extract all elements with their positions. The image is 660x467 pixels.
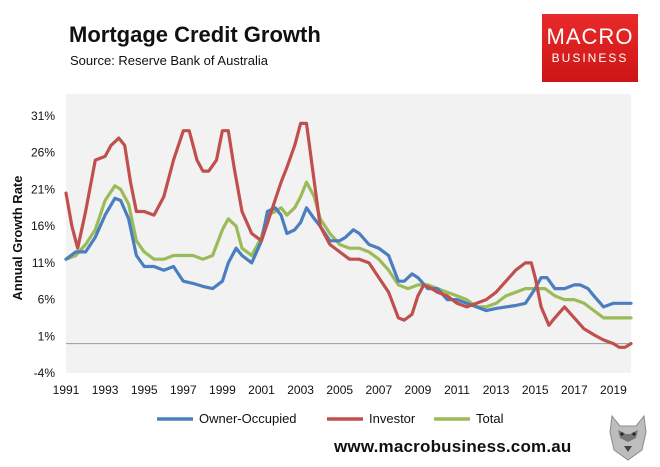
footer-url[interactable]: www.macrobusiness.com.au (334, 437, 572, 456)
x-tick-label: 2009 (405, 383, 432, 397)
y-tick-label: -4% (34, 366, 56, 380)
x-tick-label: 1999 (209, 383, 236, 397)
logo-line-1: MACRO (546, 24, 634, 49)
legend: Owner-Occupied Investor Total (157, 411, 504, 426)
x-tick-label: 1991 (53, 383, 80, 397)
x-tick-label: 2017 (561, 383, 588, 397)
y-tick-label: 16% (31, 219, 55, 233)
x-tick-label: 2003 (287, 383, 314, 397)
y-tick-label: 21% (31, 182, 55, 196)
x-tick-label: 2007 (365, 383, 392, 397)
x-tick-label: 1995 (131, 383, 158, 397)
y-tick-label: 26% (31, 146, 55, 160)
legend-label-owner-occupied: Owner-Occupied (199, 411, 297, 426)
wolf-logo-icon (609, 414, 647, 461)
y-axis-ticks: 31% 26% 21% 16% 11% 6% 1% -4% (31, 109, 55, 380)
y-tick-label: 1% (38, 329, 56, 343)
logo-line-2: BUSINESS (551, 51, 629, 65)
y-axis-label: Annual Growth Rate (10, 176, 25, 301)
x-tick-label: 2011 (444, 383, 470, 397)
series-line-total (64, 180, 633, 320)
x-tick-label: 2015 (522, 383, 549, 397)
x-tick-label: 1993 (92, 383, 119, 397)
x-tick-label: 2001 (248, 383, 275, 397)
series-line-owner-occupied (64, 196, 633, 313)
chart-title: Mortgage Credit Growth (69, 22, 321, 47)
y-tick-label: 6% (38, 293, 56, 307)
legend-label-total: Total (476, 411, 504, 426)
series-group (64, 121, 633, 349)
x-tick-label: 2019 (600, 383, 627, 397)
y-tick-label: 11% (32, 256, 55, 270)
x-tick-label: 2013 (483, 383, 510, 397)
macrobusiness-logo: MACRO BUSINESS (542, 14, 638, 82)
chart-subtitle: Source: Reserve Bank of Australia (70, 53, 268, 68)
x-axis-ticks: 1991 1993 1995 1997 1999 2001 2003 2005 2007 2009… (53, 383, 627, 397)
legend-label-investor: Investor (369, 411, 416, 426)
y-tick-label: 31% (31, 109, 55, 123)
x-tick-label: 2005 (326, 383, 353, 397)
series-line-investor (64, 121, 633, 349)
x-tick-label: 1997 (170, 383, 197, 397)
